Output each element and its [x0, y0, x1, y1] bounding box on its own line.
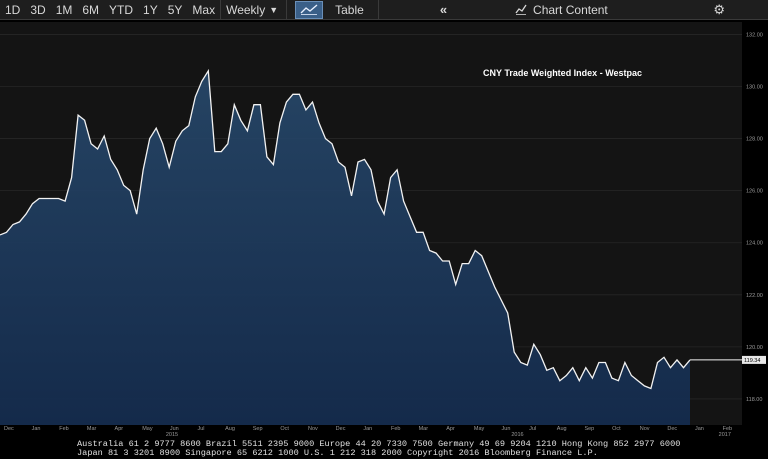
toolbar-divider	[286, 0, 288, 20]
x-year-label: 2015	[166, 432, 178, 438]
x-tick-label: Jun	[502, 426, 511, 432]
x-year-label: 2016	[511, 432, 523, 438]
x-tick-label: Dec	[667, 426, 677, 432]
line-chart-view-button[interactable]	[295, 0, 324, 19]
x-tick-label: Dec	[4, 426, 14, 432]
y-axis: 118.00 120.00 122.00 124.00 126.00 128.00 130.…	[746, 32, 763, 403]
x-tick-label: Mar	[87, 426, 97, 432]
x-tick-label: Jan	[363, 426, 372, 432]
x-tick-label: Sep	[584, 426, 594, 432]
x-tick-label: Aug	[557, 426, 567, 432]
x-tick-label: Jan	[695, 426, 704, 432]
series-area-fill	[0, 70, 690, 426]
y-tick-label: 120.00	[746, 345, 763, 351]
series-line	[0, 68, 691, 390]
chart-toolbar: 1D 3D 1M 6M YTD 1Y 5Y Max Weekly ▼ Table « Char…	[0, 0, 768, 20]
range-button-1y[interactable]: 1Y	[143, 2, 158, 17]
chart-area: 119.34 CNY Trade Weighted Index - Westpa…	[0, 20, 768, 440]
chart-content-label: Chart Content	[533, 2, 608, 17]
x-tick-label: Apr	[446, 426, 455, 432]
contact-footer: Australia 61 2 9777 8600 Brazil 5511 239…	[0, 440, 768, 459]
x-year-label: 2017	[719, 432, 731, 438]
x-tick-label: Oct	[612, 426, 621, 432]
double-chevron-left-icon[interactable]: «	[439, 1, 448, 17]
y-tick-label: 126.00	[746, 189, 763, 195]
x-tick-label: Feb	[723, 426, 732, 432]
y-tick-label: 132.00	[746, 32, 763, 38]
x-tick-label: Feb	[59, 426, 68, 432]
toolbar-divider	[220, 0, 222, 20]
chart-title: CNY Trade Weighted Index - Westpac	[483, 68, 642, 78]
frequency-select[interactable]: Weekly ▼	[221, 1, 286, 19]
gear-icon[interactable]: ⚙	[713, 1, 725, 17]
y-tick-label: 130.00	[746, 84, 763, 90]
x-tick-label: Jun	[170, 426, 179, 432]
x-tick-label: May	[142, 426, 153, 432]
y-tick-label: 128.00	[746, 137, 763, 143]
x-tick-label: May	[474, 426, 485, 432]
chart-content-icon	[515, 4, 527, 15]
x-tick-label: Jul	[529, 426, 536, 432]
x-tick-label: Aug	[225, 426, 235, 432]
last-value-label: 119.34	[744, 358, 760, 364]
table-view-button[interactable]: Table	[335, 2, 364, 17]
chart-content-button[interactable]: Chart Content	[510, 1, 613, 19]
toolbar-divider	[377, 0, 379, 20]
x-tick-label: Jul	[197, 426, 204, 432]
range-button-1d[interactable]: 1D	[5, 2, 21, 17]
x-tick-label: Sep	[253, 426, 263, 432]
x-tick-label: Mar	[419, 426, 429, 432]
x-tick-label: Feb	[391, 426, 400, 432]
y-tick-label: 124.00	[746, 241, 763, 247]
last-value-badge	[742, 355, 766, 364]
range-button-group: 1D 3D 1M 6M YTD 1Y 5Y Max	[0, 1, 220, 19]
footer-line-1: Australia 61 2 9777 8600 Brazil 5511 239…	[77, 440, 681, 449]
x-tick-label: Nov	[308, 426, 318, 432]
x-tick-label: Dec	[336, 426, 346, 432]
range-button-1m[interactable]: 1M	[55, 2, 73, 17]
dropdown-arrow-icon: ▼	[269, 4, 279, 15]
range-button-ytd[interactable]: YTD	[109, 2, 134, 17]
x-tick-label: Jan	[32, 426, 41, 432]
range-button-max[interactable]: Max	[192, 2, 216, 17]
y-tick-label: 122.00	[746, 293, 763, 299]
x-axis: Dec Jan Feb Mar Apr May Jun Jul Aug Sep Oct Nov Dec J…	[4, 426, 732, 438]
range-button-5y[interactable]: 5Y	[167, 2, 183, 17]
range-button-3d[interactable]: 3D	[30, 2, 46, 17]
range-button-6m[interactable]: 6M	[82, 2, 100, 17]
footer-line-2: Japan 81 3 3201 8900 Singapore 65 6212 1…	[77, 448, 598, 458]
x-tick-label: Apr	[115, 426, 124, 432]
y-tick-label: 118.00	[746, 397, 762, 403]
x-tick-label: Nov	[640, 426, 650, 432]
line-chart-icon	[300, 4, 318, 15]
frequency-value: Weekly	[226, 2, 266, 17]
last-value-marker: 119.34	[690, 355, 766, 364]
x-tick-label: Oct	[280, 426, 289, 432]
